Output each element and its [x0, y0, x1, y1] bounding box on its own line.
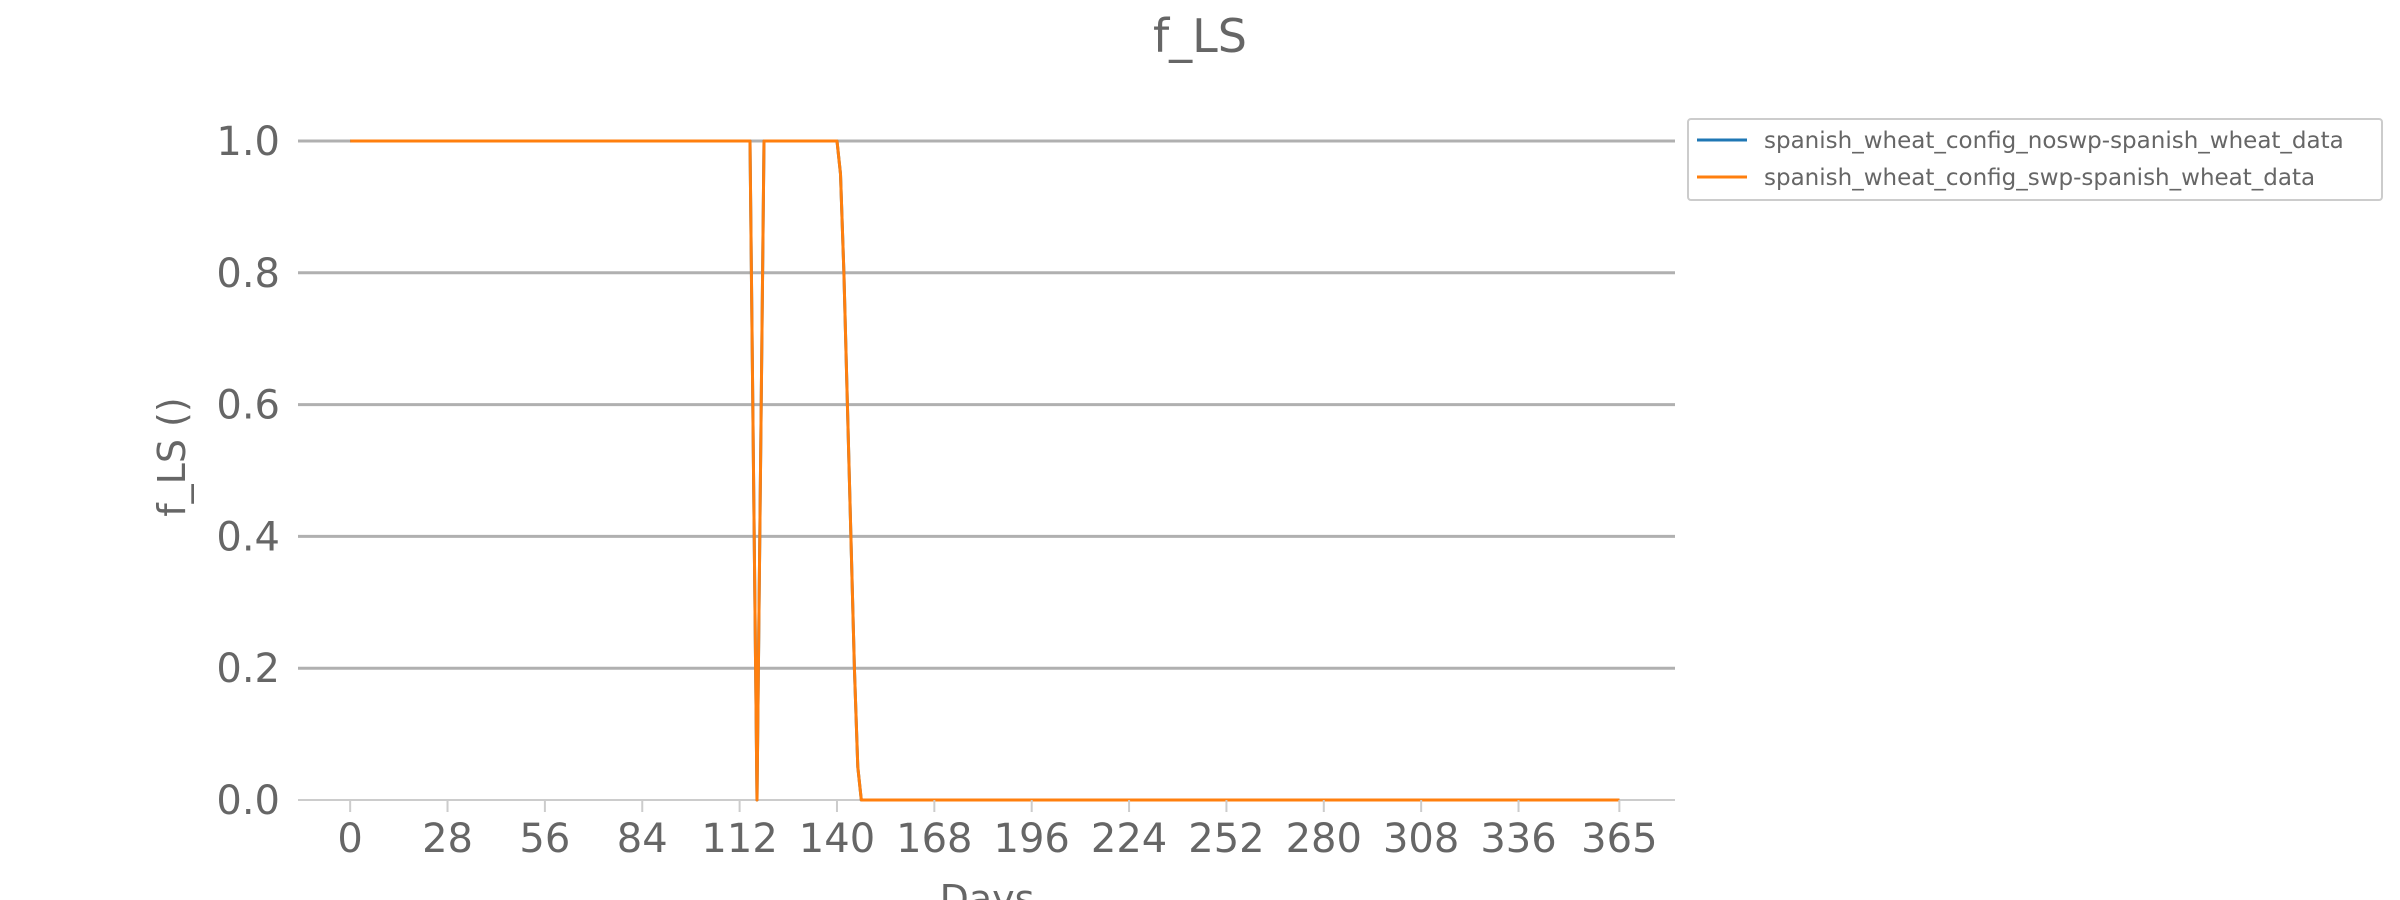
x-tick-label: 84 [617, 816, 668, 862]
y-tick-label: 0.2 [216, 646, 280, 692]
x-tick-label: 0 [337, 816, 362, 862]
y-axis-label: f_LS () [150, 397, 194, 516]
x-tick-label: 140 [799, 816, 875, 862]
series-lines [350, 139, 1620, 802]
legend-frame [1687, 118, 2383, 201]
series-line-noswp [350, 139, 1620, 802]
x-ticks: 0 28 56 84 112 140 168 196 224 252 280 308 336 365 [337, 800, 1658, 862]
legend-label-swp: spanish_wheat_config_swp-spanish_wheat_d… [1764, 165, 2315, 191]
x-axis-label: Days [940, 877, 1035, 900]
x-tick-label: 168 [896, 816, 972, 862]
grid-lines [298, 139, 1675, 670]
x-tick-label: 365 [1581, 816, 1657, 862]
series-line-swp [350, 139, 1620, 802]
legend: spanish_wheat_config_noswp-spanish_wheat… [1687, 118, 2383, 201]
x-tick-label: 224 [1091, 816, 1167, 862]
x-tick-label: 28 [422, 816, 473, 862]
x-tick-label: 112 [701, 816, 777, 862]
x-tick-label: 336 [1480, 816, 1556, 862]
legend-label-noswp: spanish_wheat_config_noswp-spanish_wheat… [1764, 128, 2344, 154]
y-tick-label: 0.6 [216, 383, 280, 429]
y-tick-label: 0.0 [216, 778, 280, 824]
x-tick-label: 56 [519, 816, 570, 862]
x-tick-label: 308 [1383, 816, 1459, 862]
y-ticks: 0.0 0.2 0.4 0.6 0.8 1.0 [216, 119, 280, 824]
y-tick-label: 0.4 [216, 514, 280, 560]
chart-title: f_LS [1153, 9, 1247, 63]
y-tick-label: 1.0 [216, 119, 280, 165]
x-tick-label: 196 [994, 816, 1070, 862]
x-tick-label: 280 [1286, 816, 1362, 862]
y-tick-label: 0.8 [216, 251, 280, 297]
x-tick-label: 252 [1188, 816, 1264, 862]
